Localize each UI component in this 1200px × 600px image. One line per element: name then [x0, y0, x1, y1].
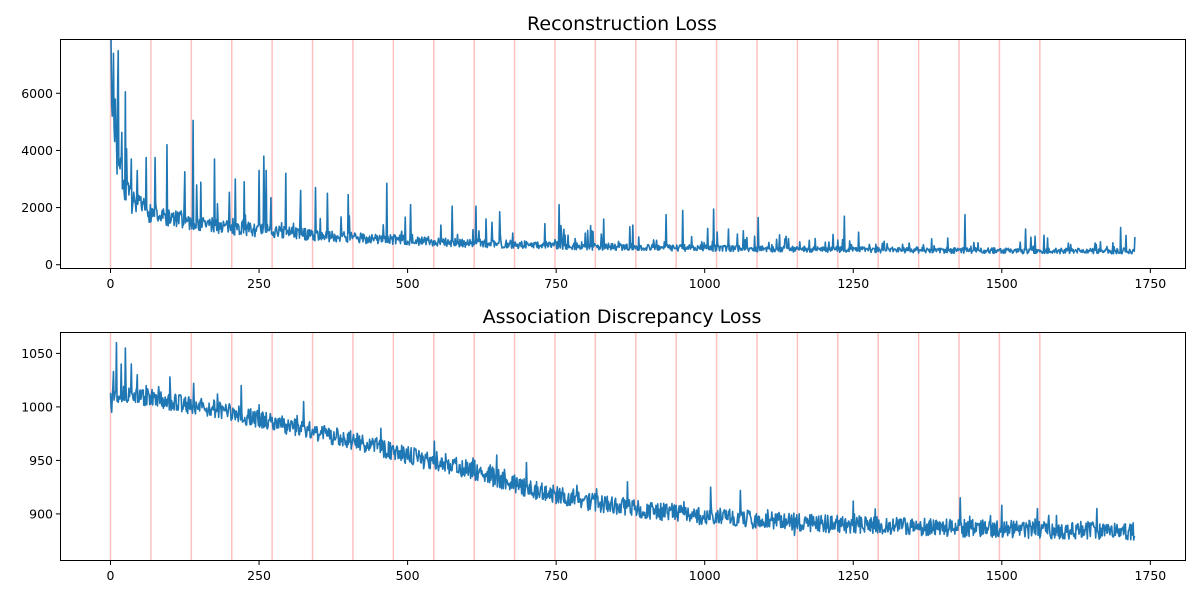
plot-area — [109, 332, 1136, 561]
x-tick-label: 0 — [107, 276, 115, 291]
y-tick-label: 4000 — [21, 143, 53, 158]
x-tick-label: 750 — [544, 276, 568, 291]
x-tick-label: 250 — [247, 276, 271, 291]
x-tick-label: 1750 — [1134, 568, 1166, 583]
x-tick-label: 250 — [247, 568, 271, 583]
y-tick-label: 900 — [29, 506, 53, 521]
x-tick-label: 1500 — [986, 276, 1018, 291]
y-tick-label: 6000 — [21, 86, 53, 101]
chart-panel-association-discrepancy-loss: Association Discrepancy Loss 0 250 500 750 1… — [21, 306, 1186, 583]
x-tick-label: 750 — [544, 568, 568, 583]
x-tick-label: 1750 — [1134, 276, 1166, 291]
x-tick-label: 1250 — [837, 568, 869, 583]
x-tick-label: 1000 — [689, 276, 721, 291]
axes-frame — [60, 39, 1186, 269]
chart-panel-reconstruction-loss: Reconstruction Loss 0 250 500 750 1000 1250 15… — [21, 13, 1186, 291]
x-tick-label: 1000 — [689, 568, 721, 583]
y-tick-label: 1050 — [21, 346, 53, 361]
y-tick-label: 0 — [45, 257, 53, 272]
x-tick-label: 500 — [396, 568, 420, 583]
series-line — [110, 39, 1136, 255]
x-tick-label: 1500 — [986, 568, 1018, 583]
chart-title: Association Discrepancy Loss — [483, 306, 762, 328]
x-tick-label: 0 — [107, 568, 115, 583]
y-tick-label: 1000 — [21, 399, 53, 414]
series-line — [109, 341, 1136, 541]
y-tick-label: 2000 — [21, 200, 53, 215]
x-tick-label: 500 — [396, 276, 420, 291]
plot-area — [109, 39, 1136, 269]
chart-title: Reconstruction Loss — [527, 13, 717, 35]
y-tick-label: 950 — [29, 453, 53, 468]
axes-frame — [60, 332, 1186, 561]
x-tick-label: 1250 — [837, 276, 869, 291]
